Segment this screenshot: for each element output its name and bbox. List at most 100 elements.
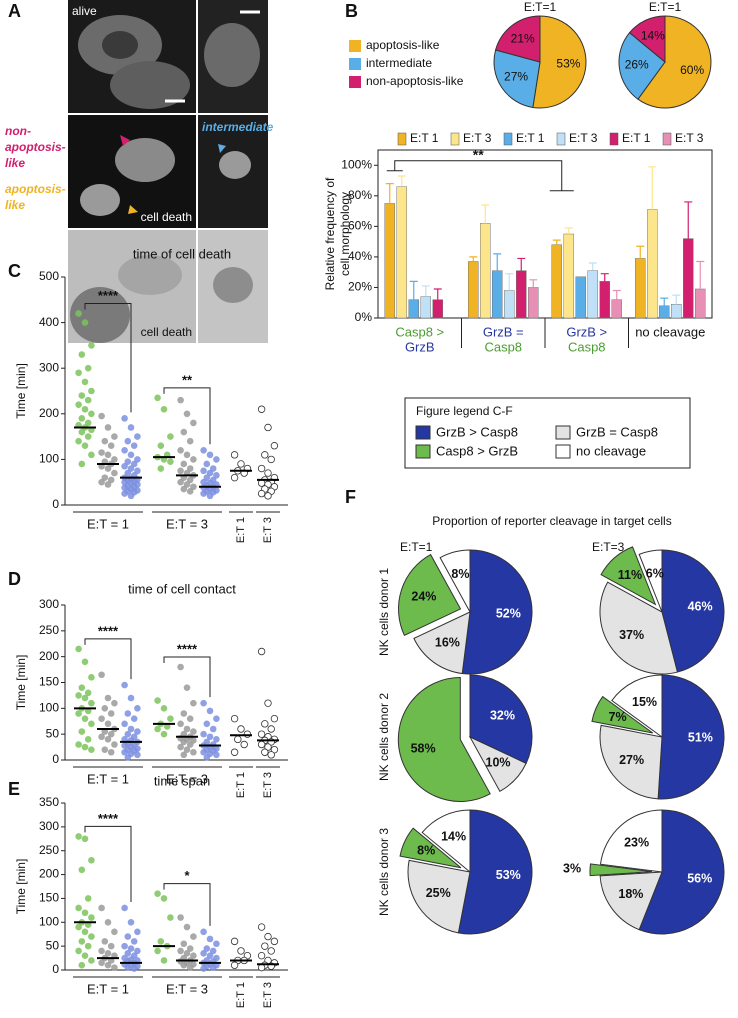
pie-slice bbox=[468, 735, 527, 793]
slice-label: 27% bbox=[504, 70, 528, 84]
data-point bbox=[111, 433, 118, 440]
error-bar bbox=[588, 262, 597, 271]
significance-bracket bbox=[163, 387, 211, 445]
group-label: E:T = 3 bbox=[166, 981, 208, 996]
pie-slice bbox=[628, 15, 666, 64]
data-point bbox=[104, 451, 112, 459]
error-bar bbox=[660, 297, 669, 306]
data-point bbox=[121, 904, 128, 912]
label-intermediate: intermediate bbox=[202, 120, 274, 134]
data-point bbox=[81, 835, 89, 843]
slice-label: 16% bbox=[435, 635, 460, 649]
slice-label: 14% bbox=[641, 28, 665, 42]
bar bbox=[420, 296, 431, 319]
bar bbox=[647, 209, 658, 319]
data-point bbox=[200, 490, 207, 497]
significance-label: ** bbox=[473, 146, 484, 162]
data-point bbox=[267, 725, 275, 733]
data-point bbox=[130, 715, 138, 722]
data-point bbox=[206, 935, 214, 943]
data-point bbox=[206, 733, 214, 741]
data-point bbox=[134, 433, 141, 440]
data-point bbox=[177, 663, 184, 671]
data-point bbox=[160, 895, 168, 902]
data-point bbox=[124, 437, 132, 445]
pie-slice bbox=[493, 49, 541, 109]
error-bar bbox=[529, 279, 538, 288]
data-point bbox=[84, 942, 92, 950]
data-point bbox=[101, 938, 109, 945]
pie-slice bbox=[638, 809, 725, 935]
y-tick-label: 150 bbox=[39, 891, 59, 905]
data-point bbox=[104, 950, 112, 957]
data-point bbox=[84, 396, 92, 404]
chart-title: time of cell death bbox=[133, 246, 231, 261]
data-point bbox=[104, 694, 112, 702]
error-bar bbox=[481, 204, 490, 224]
data-point bbox=[154, 947, 161, 955]
y-tick-label: 50 bbox=[46, 726, 60, 740]
data-point bbox=[160, 405, 168, 413]
bar bbox=[671, 304, 682, 319]
data-point bbox=[190, 748, 197, 756]
significance-label: **** bbox=[98, 623, 119, 638]
data-point bbox=[127, 492, 135, 500]
significance-label: **** bbox=[98, 811, 119, 826]
slice-label: 8% bbox=[451, 567, 469, 581]
slice-label: 53% bbox=[496, 868, 521, 882]
data-point bbox=[206, 492, 214, 500]
data-point bbox=[75, 904, 82, 912]
data-point bbox=[190, 933, 197, 940]
data-point bbox=[257, 730, 266, 738]
legend-label: GrzB > Casp8 bbox=[436, 424, 518, 439]
pie-slice bbox=[657, 674, 725, 800]
bar bbox=[408, 299, 419, 319]
data-point bbox=[111, 964, 118, 971]
data-point bbox=[124, 754, 132, 761]
data-point bbox=[190, 419, 197, 427]
x-tick-label: Casp8 bbox=[484, 339, 522, 354]
data-point bbox=[98, 478, 105, 486]
panel-label: C bbox=[8, 261, 21, 281]
data-point bbox=[111, 699, 118, 707]
legend-swatch bbox=[503, 132, 513, 146]
data-point bbox=[160, 730, 168, 738]
arrowhead bbox=[218, 144, 226, 153]
data-point bbox=[88, 451, 95, 459]
data-point bbox=[75, 369, 82, 377]
data-point bbox=[183, 410, 191, 418]
slice-label: 56% bbox=[687, 871, 712, 885]
y-tick-label: 250 bbox=[39, 843, 59, 857]
data-point bbox=[88, 387, 95, 395]
row-title: NK cells donor 1 bbox=[377, 568, 391, 656]
data-point bbox=[190, 728, 197, 735]
data-point bbox=[267, 947, 275, 955]
nucleus bbox=[102, 31, 138, 59]
bar bbox=[396, 186, 407, 319]
data-point bbox=[107, 442, 115, 450]
pie-slice bbox=[469, 674, 533, 765]
plot-frame bbox=[377, 149, 713, 319]
pie-slice bbox=[407, 859, 471, 934]
data-point bbox=[78, 684, 86, 691]
cell bbox=[80, 184, 120, 216]
data-point bbox=[127, 694, 135, 702]
data-point bbox=[134, 928, 141, 936]
data-point bbox=[230, 473, 239, 482]
pie-slice bbox=[661, 549, 725, 673]
y-tick-label: 200 bbox=[39, 406, 59, 420]
data-point bbox=[180, 738, 188, 746]
pie-slice bbox=[532, 15, 587, 109]
data-point bbox=[134, 705, 141, 712]
significance-label: ** bbox=[182, 372, 193, 387]
data-point bbox=[84, 895, 92, 902]
pie-title: E:T=1 bbox=[649, 0, 682, 14]
data-point bbox=[237, 460, 245, 468]
data-point bbox=[257, 923, 266, 931]
slice-label: 58% bbox=[411, 741, 436, 755]
y-tick-label: 300 bbox=[39, 819, 59, 833]
data-point bbox=[177, 467, 184, 475]
y-axis-label: Time [min] bbox=[14, 363, 28, 419]
data-point bbox=[75, 947, 82, 955]
data-point bbox=[101, 746, 109, 753]
